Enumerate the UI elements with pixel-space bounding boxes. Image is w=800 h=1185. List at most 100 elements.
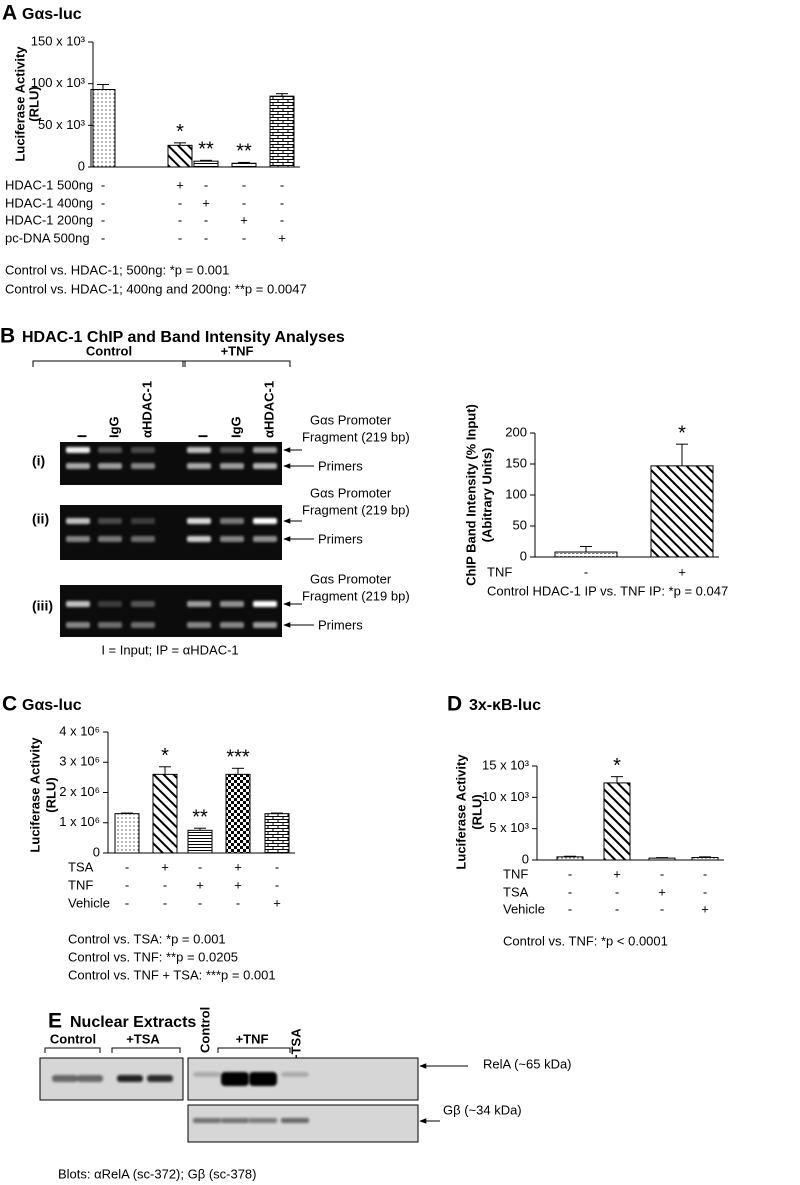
blot-band — [52, 1075, 78, 1082]
bar — [90, 89, 116, 168]
gel-band — [131, 601, 155, 607]
gel-band — [253, 447, 277, 453]
lane-label: αHDAC-1 — [139, 381, 154, 438]
condition-sign: - — [178, 195, 182, 210]
condition-sign: - — [280, 212, 284, 227]
condition-sign: - — [198, 895, 202, 910]
primers-label: Primers — [318, 458, 363, 473]
condition-sign: - — [703, 884, 707, 899]
panel-letter: A — [2, 2, 17, 25]
condition-sign: + — [278, 230, 286, 245]
condition-sign: - — [101, 195, 105, 210]
bracket — [32, 360, 186, 367]
y-tick-label: 150 x 10³ — [31, 33, 86, 48]
bar — [556, 856, 584, 861]
condition-sign: - — [204, 230, 208, 245]
gel-band — [66, 622, 90, 628]
condition-sign: - — [280, 195, 284, 210]
condition-label: TSA — [503, 884, 529, 899]
y-tick-label: 100 x 10³ — [31, 75, 86, 90]
gel-band — [253, 536, 277, 542]
condition-label: TNF — [487, 564, 512, 579]
condition-sign: + — [234, 859, 242, 874]
lane-label: αHDAC-1 — [261, 381, 276, 438]
condition-label: Vehicle — [68, 895, 110, 910]
fragment-label: Fragment (219 bp) — [302, 502, 410, 517]
bar — [193, 160, 219, 168]
band-label: Gβ (~34 kDa) — [443, 1102, 522, 1117]
condition-sign: - — [584, 564, 588, 579]
condition-sign: - — [125, 859, 129, 874]
condition-sign: + — [701, 901, 709, 916]
condition-label: Vehicle — [503, 901, 545, 916]
condition-sign: + — [273, 895, 281, 910]
significance: ** — [192, 806, 208, 828]
fragment-label: Gαs Promoter — [310, 485, 392, 500]
footnote: Control vs. HDAC-1; 400ng and 200ng: **p… — [5, 281, 307, 296]
significance: ** — [198, 139, 214, 161]
y-tick-label: 2 x 10⁶ — [59, 784, 100, 799]
bar — [152, 773, 178, 854]
significance: * — [176, 121, 184, 143]
band-label: RelA (~65 kDa) — [483, 1056, 572, 1071]
gel-band — [253, 518, 277, 524]
primers-label: Primers — [318, 531, 363, 546]
blot-band — [77, 1075, 103, 1082]
gel-band — [98, 601, 122, 607]
condition-sign: + — [613, 866, 621, 881]
fragment-label: Fragment (219 bp) — [302, 588, 410, 603]
blot-band — [249, 1118, 277, 1123]
gel — [60, 585, 282, 637]
lane-label: +TSA — [288, 1028, 303, 1062]
condition-sign: + — [202, 195, 210, 210]
condition-sign: - — [125, 895, 129, 910]
blot-band — [147, 1075, 173, 1082]
footnote: Control vs. HDAC-1; 500ng: *p = 0.001 — [5, 262, 229, 277]
lane-label: IgG — [228, 416, 243, 438]
y-axis-label: Luciferase Activity — [27, 737, 42, 853]
significance: * — [613, 755, 621, 777]
panel-letter: B — [0, 325, 15, 348]
gel-band — [187, 463, 211, 469]
gel-band — [220, 536, 244, 542]
panel-letter: E — [48, 1010, 62, 1033]
gel-label: (iii) — [32, 598, 53, 614]
blot-band — [193, 1072, 221, 1077]
y-axis-label: (Abitrary Units) — [479, 448, 494, 543]
gel-band — [220, 463, 244, 469]
blot-band — [281, 1118, 309, 1123]
condition-sign: - — [615, 884, 619, 899]
condition-label: HDAC-1 500ng — [5, 177, 93, 192]
y-tick-label: 0 — [522, 851, 529, 866]
bar — [648, 857, 676, 861]
condition-sign: + — [240, 212, 248, 227]
y-axis-label: Luciferase Activity — [12, 46, 27, 162]
y-tick-label: 200 — [505, 424, 527, 439]
footnote: Control vs. TSA: *p = 0.001 — [68, 931, 226, 946]
condition-sign: - — [568, 884, 572, 899]
condition-label: HDAC-1 200ng — [5, 212, 93, 227]
bar — [650, 465, 714, 558]
y-tick-label: 150 — [505, 455, 527, 470]
panel-title: HDAC-1 ChIP and Band Intensity Analyses — [22, 329, 345, 346]
blot-band — [281, 1072, 309, 1077]
gel-band — [253, 601, 277, 607]
footer: Blots: αRelA (sc-372); Gβ (sc-378) — [58, 1166, 257, 1181]
condition-sign: - — [101, 177, 105, 192]
condition-sign: - — [242, 177, 246, 192]
gel-band — [131, 447, 155, 453]
group-label: +TNF — [221, 343, 254, 358]
y-tick-label: 50 x 10³ — [38, 117, 86, 132]
y-axis-label: (RLU) — [43, 777, 58, 812]
gel-band — [131, 536, 155, 542]
bar — [264, 813, 290, 854]
bar — [603, 782, 631, 861]
y-axis-label: ChIP Band Intensity (% Input) — [463, 404, 478, 586]
gel-band — [187, 536, 211, 542]
group-label: Control — [50, 1031, 96, 1046]
condition-sign: - — [204, 177, 208, 192]
bar — [114, 813, 140, 854]
condition-sign: - — [236, 895, 240, 910]
panel-title: Nuclear Extracts — [70, 1014, 196, 1031]
